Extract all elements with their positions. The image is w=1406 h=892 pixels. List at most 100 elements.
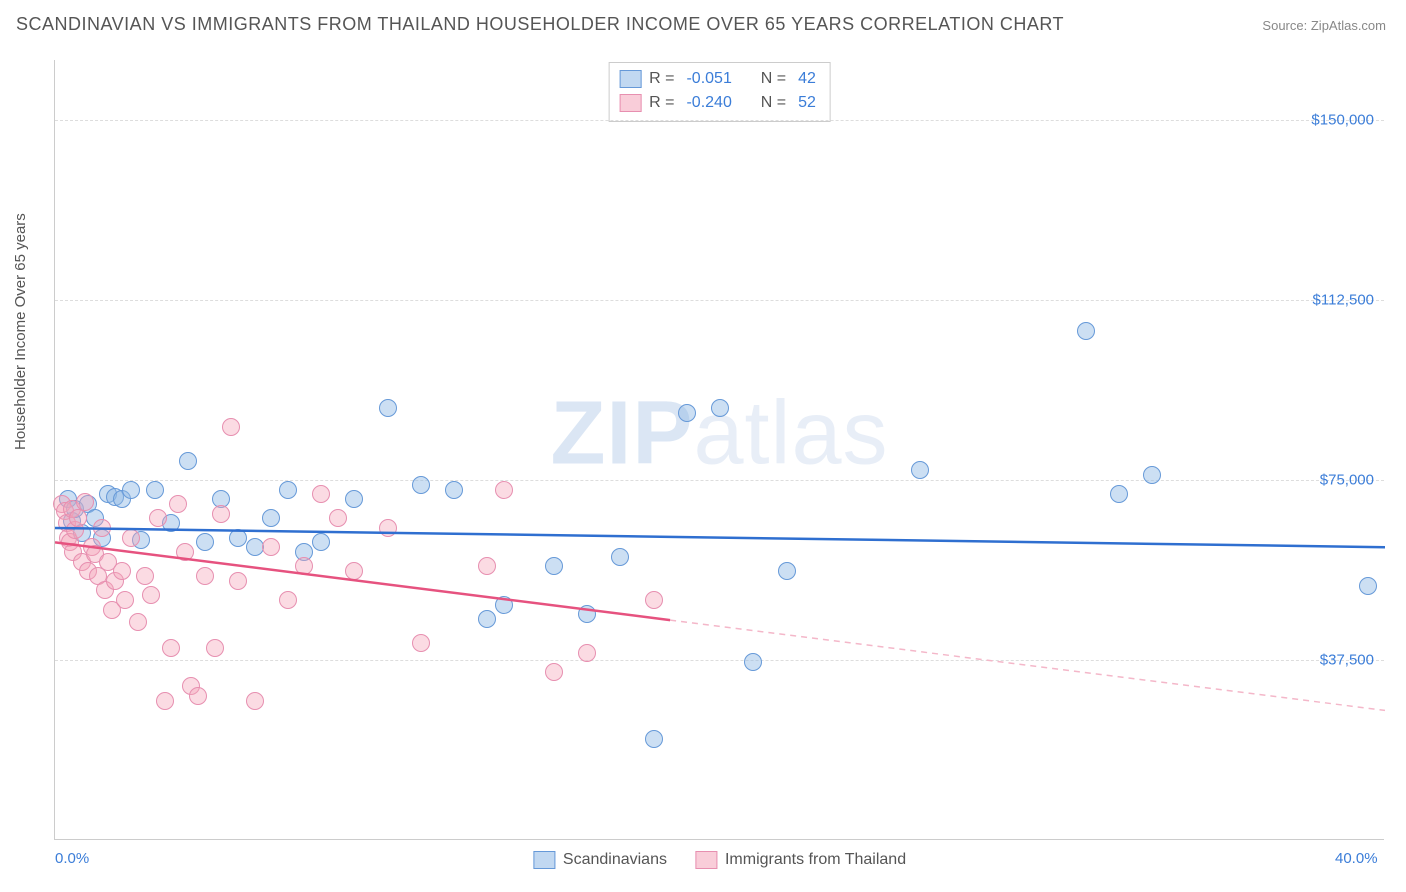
watermark-rest: atlas xyxy=(693,383,888,483)
data-point xyxy=(176,543,194,561)
data-point xyxy=(69,509,87,527)
data-point xyxy=(379,519,397,537)
legend-row: R = -0.051 N = 42 xyxy=(619,67,820,91)
data-point xyxy=(246,692,264,710)
r-label: R = xyxy=(649,91,674,115)
data-point xyxy=(279,591,297,609)
data-point xyxy=(545,557,563,575)
r-label: R = xyxy=(649,67,674,91)
y-tick-label: $150,000 xyxy=(1311,112,1374,129)
data-point xyxy=(136,567,154,585)
data-point xyxy=(76,493,94,511)
data-point xyxy=(478,610,496,628)
data-point xyxy=(222,418,240,436)
data-point xyxy=(1143,466,1161,484)
data-point xyxy=(478,557,496,575)
data-point xyxy=(379,399,397,417)
gridline xyxy=(55,660,1384,661)
data-point xyxy=(412,476,430,494)
data-point xyxy=(495,596,513,614)
y-tick-label: $37,500 xyxy=(1320,652,1374,669)
data-point xyxy=(189,687,207,705)
data-point xyxy=(744,653,762,671)
chart-container: SCANDINAVIAN VS IMMIGRANTS FROM THAILAND… xyxy=(0,0,1406,892)
data-point xyxy=(329,509,347,527)
data-point xyxy=(911,461,929,479)
legend-label: Scandinavians xyxy=(563,851,667,869)
data-point xyxy=(122,481,140,499)
watermark-zip: ZIP xyxy=(550,383,693,483)
data-point xyxy=(262,538,280,556)
legend-swatch xyxy=(619,70,641,88)
source-label: Source: xyxy=(1262,18,1307,33)
data-point xyxy=(295,557,313,575)
data-point xyxy=(578,644,596,662)
source-attribution: Source: ZipAtlas.com xyxy=(1262,18,1386,33)
data-point xyxy=(122,529,140,547)
gridline xyxy=(55,480,1384,481)
watermark-text: ZIPatlas xyxy=(550,382,888,485)
legend-swatch xyxy=(619,94,641,112)
data-point xyxy=(162,639,180,657)
data-point xyxy=(495,481,513,499)
data-point xyxy=(578,605,596,623)
legend-swatch xyxy=(533,851,555,869)
data-point xyxy=(1077,322,1095,340)
data-point xyxy=(146,481,164,499)
legend-row: R = -0.240 N = 52 xyxy=(619,91,820,115)
chart-title: SCANDINAVIAN VS IMMIGRANTS FROM THAILAND… xyxy=(16,14,1064,35)
data-point xyxy=(312,533,330,551)
correlation-legend: R = -0.051 N = 42 R = -0.240 N = 52 xyxy=(608,62,831,122)
n-value: 42 xyxy=(798,67,816,91)
data-point xyxy=(312,485,330,503)
data-point xyxy=(778,562,796,580)
x-tick-label: 40.0% xyxy=(1335,850,1378,867)
r-value: -0.240 xyxy=(686,91,731,115)
source-link[interactable]: ZipAtlas.com xyxy=(1311,18,1386,33)
y-tick-label: $112,500 xyxy=(1313,292,1374,309)
x-tick-label: 0.0% xyxy=(55,850,89,867)
r-value: -0.051 xyxy=(686,67,731,91)
data-point xyxy=(645,730,663,748)
data-point xyxy=(196,567,214,585)
y-axis-label: Householder Income Over 65 years xyxy=(12,213,29,450)
data-point xyxy=(129,613,147,631)
legend-swatch xyxy=(695,851,717,869)
data-point xyxy=(169,495,187,513)
gridline xyxy=(55,120,1384,121)
data-point xyxy=(345,562,363,580)
data-point xyxy=(678,404,696,422)
data-point xyxy=(1110,485,1128,503)
data-point xyxy=(246,538,264,556)
data-point xyxy=(645,591,663,609)
series-legend: Scandinavians Immigrants from Thailand xyxy=(533,851,906,869)
data-point xyxy=(113,562,131,580)
data-point xyxy=(156,692,174,710)
data-point xyxy=(229,572,247,590)
data-point xyxy=(179,452,197,470)
data-point xyxy=(345,490,363,508)
legend-item[interactable]: Immigrants from Thailand xyxy=(695,851,906,869)
data-point xyxy=(545,663,563,681)
plot-area: ZIPatlas R =-0.051 N =42R =-0.240 N =52 … xyxy=(54,60,1384,840)
data-point xyxy=(412,634,430,652)
n-value: 52 xyxy=(798,91,816,115)
data-point xyxy=(279,481,297,499)
data-point xyxy=(206,639,224,657)
data-point xyxy=(611,548,629,566)
data-point xyxy=(711,399,729,417)
data-point xyxy=(212,505,230,523)
data-point xyxy=(196,533,214,551)
data-point xyxy=(262,509,280,527)
legend-item[interactable]: Scandinavians xyxy=(533,851,667,869)
data-point xyxy=(445,481,463,499)
n-label: N = xyxy=(761,91,786,115)
data-point xyxy=(142,586,160,604)
gridline xyxy=(55,300,1384,301)
legend-label: Immigrants from Thailand xyxy=(725,851,906,869)
data-point xyxy=(229,529,247,547)
data-point xyxy=(149,509,167,527)
y-tick-label: $75,000 xyxy=(1320,472,1374,489)
data-point xyxy=(116,591,134,609)
n-label: N = xyxy=(761,67,786,91)
